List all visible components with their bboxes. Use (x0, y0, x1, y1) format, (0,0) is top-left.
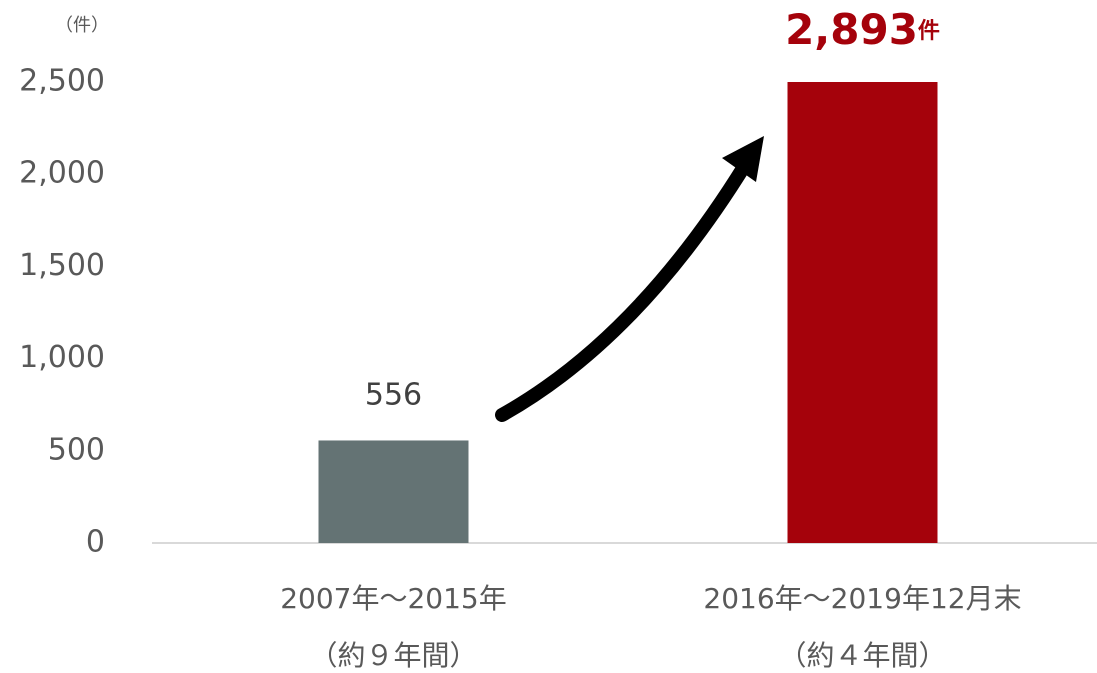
value-label-number: 2,893 (785, 5, 918, 54)
y-tick-label: 1,000 (19, 340, 105, 375)
arrow-head (722, 136, 764, 182)
y-tick-label: 2,000 (19, 156, 105, 191)
y-axis-label: （件） (55, 15, 109, 36)
value-label: 556 (365, 377, 422, 412)
x-tick-label: 2016年～2019年12月末 (703, 582, 1021, 615)
bar (787, 82, 938, 543)
x-tick-note: （約９年間） (309, 639, 477, 672)
y-tick-label: 2,500 (19, 64, 105, 99)
value-label-number: 556 (365, 377, 422, 412)
value-label: 2,893件 (785, 5, 940, 54)
x-tick-label: 2007年～2015年 (280, 582, 507, 615)
y-tick-label: 0 (86, 525, 105, 560)
bar (318, 440, 469, 543)
y-tick-label: 1,500 (19, 248, 105, 283)
y-tick-label: 500 (48, 432, 105, 467)
x-tick-note: （約４年間） (778, 639, 946, 672)
value-label-unit: 件 (918, 19, 940, 44)
growth-arrow (495, 158, 752, 422)
